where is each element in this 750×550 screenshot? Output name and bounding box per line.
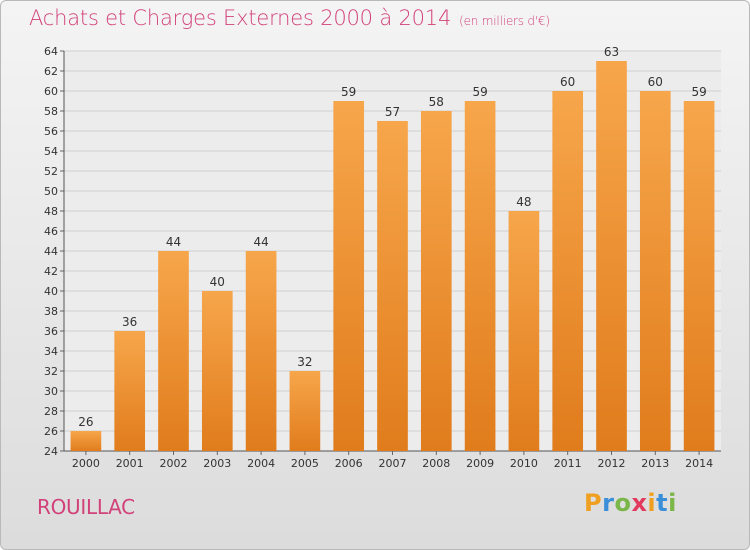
x-tick-label-2011: 2011 bbox=[554, 457, 582, 470]
y-tick-label: 52 bbox=[44, 165, 58, 178]
logo-letter: P bbox=[584, 489, 603, 517]
value-label-2014: 59 bbox=[691, 85, 706, 99]
x-tick-label-2005: 2005 bbox=[291, 457, 319, 470]
chart-title-text: Achats et Charges Externes 2000 à 2014 bbox=[29, 6, 452, 30]
value-label-2013: 60 bbox=[648, 75, 663, 89]
bar-2012 bbox=[596, 61, 627, 451]
x-tick-label-2006: 2006 bbox=[335, 457, 363, 470]
value-label-2002: 44 bbox=[166, 235, 181, 249]
value-label-2010: 48 bbox=[516, 195, 531, 209]
y-tick-label: 64 bbox=[44, 45, 58, 58]
x-tick-label-2010: 2010 bbox=[510, 457, 538, 470]
x-tick-label-2002: 2002 bbox=[160, 457, 188, 470]
y-tick-label: 30 bbox=[44, 385, 58, 398]
x-tick-label-2013: 2013 bbox=[641, 457, 669, 470]
y-tick-label: 54 bbox=[44, 145, 58, 158]
logo-letter: i bbox=[668, 489, 677, 517]
y-tick-label: 36 bbox=[44, 325, 58, 338]
y-tick-label: 50 bbox=[44, 185, 58, 198]
y-tick-label: 28 bbox=[44, 405, 58, 418]
bar-2008 bbox=[420, 111, 452, 451]
value-label-2012: 63 bbox=[604, 45, 619, 59]
bar-2006 bbox=[333, 101, 365, 451]
y-tick-label: 46 bbox=[44, 225, 58, 238]
y-tick-label: 62 bbox=[44, 65, 58, 78]
chart-unit: (en milliers d'€) bbox=[459, 14, 550, 28]
logo-letter: i bbox=[647, 489, 657, 517]
bar-2011 bbox=[552, 91, 584, 451]
proxiti-logo[interactable]: Proxiti bbox=[584, 489, 677, 517]
y-tick-label: 42 bbox=[44, 265, 58, 278]
chart-title: Achats et Charges Externes 2000 à 2014 (e… bbox=[29, 6, 550, 30]
bar-2014 bbox=[683, 101, 715, 451]
logo-letter: x bbox=[631, 489, 648, 517]
y-tick-label: 24 bbox=[44, 445, 58, 458]
y-tick-label: 44 bbox=[44, 245, 58, 258]
bar-2004 bbox=[245, 251, 277, 451]
x-tick-label-2004: 2004 bbox=[247, 457, 275, 470]
x-tick-label-2008: 2008 bbox=[422, 457, 450, 470]
value-label-2003: 40 bbox=[210, 275, 225, 289]
value-label-2005: 32 bbox=[297, 355, 312, 369]
value-label-2008: 58 bbox=[429, 95, 444, 109]
x-tick-label-2000: 2000 bbox=[72, 457, 100, 470]
y-tick-label: 38 bbox=[44, 305, 58, 318]
bar-2010 bbox=[508, 211, 540, 451]
bar-2002 bbox=[158, 251, 189, 451]
bar-2000 bbox=[70, 431, 102, 451]
value-label-2006: 59 bbox=[341, 85, 356, 99]
value-label-2011: 60 bbox=[560, 75, 575, 89]
bar-2001 bbox=[114, 331, 146, 451]
value-label-2004: 44 bbox=[253, 235, 268, 249]
bar-2007 bbox=[377, 121, 408, 451]
bar-2013 bbox=[639, 91, 671, 451]
logo-letter: o bbox=[614, 489, 632, 517]
y-tick-label: 56 bbox=[44, 125, 58, 138]
y-tick-label: 60 bbox=[44, 85, 58, 98]
y-tick-label: 48 bbox=[44, 205, 58, 218]
y-tick-label: 34 bbox=[44, 345, 58, 358]
y-tick-label: 32 bbox=[44, 365, 58, 378]
y-tick-label: 40 bbox=[44, 285, 58, 298]
x-tick-label-2001: 2001 bbox=[116, 457, 144, 470]
value-label-2000: 26 bbox=[78, 415, 93, 429]
value-label-2009: 59 bbox=[472, 85, 487, 99]
y-tick-label: 58 bbox=[44, 105, 58, 118]
logo-letter: r bbox=[602, 489, 615, 517]
logo-letter: t bbox=[656, 489, 669, 517]
x-tick-label-2012: 2012 bbox=[598, 457, 626, 470]
x-tick-label-2014: 2014 bbox=[685, 457, 713, 470]
x-tick-label-2003: 2003 bbox=[203, 457, 231, 470]
value-label-2007: 57 bbox=[385, 105, 400, 119]
bar-2009 bbox=[464, 101, 496, 451]
x-tick-label-2007: 2007 bbox=[379, 457, 407, 470]
location-name: ROUILLAC bbox=[37, 495, 135, 519]
x-tick-label-2009: 2009 bbox=[466, 457, 494, 470]
y-tick-label: 26 bbox=[44, 425, 58, 438]
bar-2005 bbox=[289, 371, 321, 451]
bar-2003 bbox=[201, 291, 233, 451]
value-label-2001: 36 bbox=[122, 315, 137, 329]
